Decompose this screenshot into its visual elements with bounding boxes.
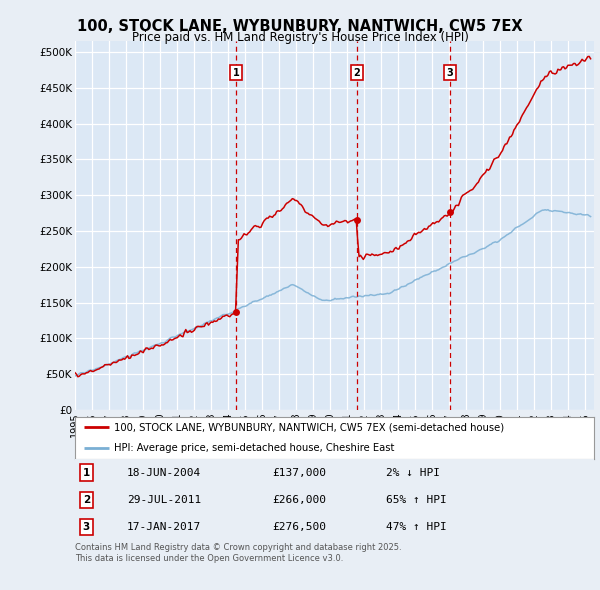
Text: HPI: Average price, semi-detached house, Cheshire East: HPI: Average price, semi-detached house,… [114,444,394,453]
Text: 3: 3 [447,68,454,78]
Text: 2: 2 [353,68,361,78]
Text: 65% ↑ HPI: 65% ↑ HPI [386,495,447,504]
Text: £276,500: £276,500 [272,522,326,532]
Text: 18-JUN-2004: 18-JUN-2004 [127,468,201,477]
Text: 2% ↓ HPI: 2% ↓ HPI [386,468,440,477]
Text: 1: 1 [233,68,239,78]
Text: 2: 2 [83,495,90,504]
Text: 100, STOCK LANE, WYBUNBURY, NANTWICH, CW5 7EX: 100, STOCK LANE, WYBUNBURY, NANTWICH, CW… [77,19,523,34]
Text: 100, STOCK LANE, WYBUNBURY, NANTWICH, CW5 7EX (semi-detached house): 100, STOCK LANE, WYBUNBURY, NANTWICH, CW… [114,422,504,432]
Text: Contains HM Land Registry data © Crown copyright and database right 2025.
This d: Contains HM Land Registry data © Crown c… [75,543,401,563]
Text: 3: 3 [83,522,90,532]
Text: 1: 1 [83,468,90,477]
Text: £137,000: £137,000 [272,468,326,477]
Text: Price paid vs. HM Land Registry's House Price Index (HPI): Price paid vs. HM Land Registry's House … [131,31,469,44]
Text: £266,000: £266,000 [272,495,326,504]
Text: 29-JUL-2011: 29-JUL-2011 [127,495,201,504]
Text: 17-JAN-2017: 17-JAN-2017 [127,522,201,532]
Text: 47% ↑ HPI: 47% ↑ HPI [386,522,447,532]
